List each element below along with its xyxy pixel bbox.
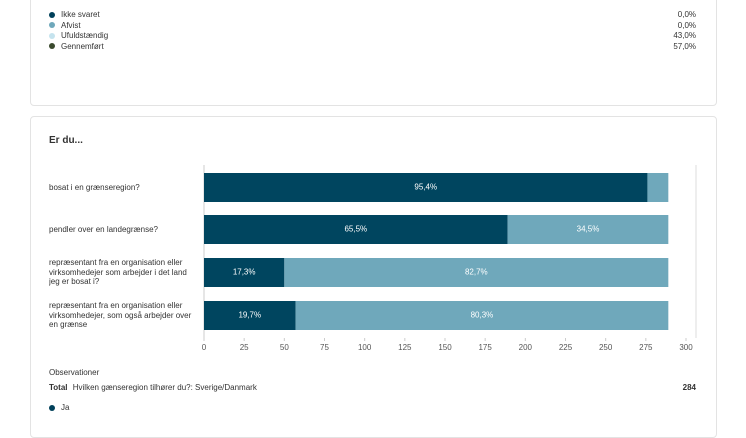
legend-dot (49, 404, 55, 411)
category: pendler over en landegrænse? (49, 203, 201, 256)
x-tick-label: 50 (280, 343, 289, 352)
category: repræsentant fra en organisation eller v… (49, 289, 201, 342)
status-label: Afvist (61, 20, 81, 30)
bar-segment (295, 301, 669, 330)
status-dot (49, 43, 55, 50)
x-tick-label: 275 (639, 343, 653, 352)
x-tick-label: 175 (478, 343, 492, 352)
category-label: repræsentant fra en organisation eller v… (49, 301, 192, 330)
category-wrap: repræsentant fra en organisation eller v… (49, 289, 201, 342)
x-tick-label: 150 (438, 343, 452, 352)
bar-segment (284, 258, 669, 287)
value-label: 17,3% (233, 268, 256, 277)
obs-heading: Observationer (49, 368, 100, 377)
category: bosat i en grænseregion? (49, 161, 201, 214)
status-row: Afvist 0,0% (49, 21, 696, 32)
value-label: 82,7% (465, 268, 488, 277)
x-tick-label: 250 (599, 343, 613, 352)
status-label: Gennemført (61, 41, 104, 51)
chart: 0 25 50 75 100 125 150 175 200 225 250 275 300 bosat … (49, 161, 697, 352)
bar-segment (507, 215, 669, 244)
legend-label: Ja (61, 403, 70, 412)
x-tick-label: 125 (398, 343, 412, 352)
value-label: 95,4% (414, 183, 437, 192)
question: Hvilken gænseregion tilhører du?: Sverig… (72, 383, 257, 392)
total-label: Total (49, 383, 68, 392)
chart-title: Er du... (49, 135, 83, 146)
category-wrap: pendler over en landegrænse? (49, 203, 201, 256)
bar-segment (204, 258, 285, 287)
status-row: Ufuldstændig 43,0% (49, 31, 696, 42)
bar-segment (647, 173, 669, 202)
status-value: 57,0% (673, 41, 696, 51)
status-dot (49, 22, 55, 29)
x-tick-label: 200 (519, 343, 533, 352)
legend-row: Ja (49, 403, 696, 414)
value-label: 34,5% (577, 225, 600, 234)
status-card (30, 0, 717, 106)
value-label: 65,5% (344, 225, 367, 234)
category-label: pendler over en landegrænse? (49, 224, 158, 234)
total-row: Total Hvilken gænseregion tilhører du?: … (49, 383, 696, 394)
value-label: 80,3% (471, 311, 494, 320)
page: Ikke svaret 0,0% Afvist 0,0% Ufuldstændig 43,… (30, 0, 717, 438)
status-label: Ikke svaret (61, 10, 100, 19)
bar-segment (204, 215, 508, 244)
x-tick-label: 225 (559, 343, 573, 352)
status-value: 0,0% (677, 10, 696, 19)
category-wrap: bosat i en grænseregion? (49, 161, 201, 214)
status-dot (49, 11, 55, 18)
value-label: 19,7% (238, 311, 261, 320)
status-value: 0,0% (677, 20, 696, 30)
category-label: bosat i en grænseregion? (49, 182, 140, 192)
x-tick-label: 300 (679, 343, 693, 352)
x-tick-label: 0 (202, 343, 207, 352)
status-row: Ikke svaret 0,0% (49, 10, 696, 21)
bar-segment (204, 173, 648, 202)
category-wrap: repræsentant fra en organisation eller v… (49, 246, 201, 299)
x-tick-label: 25 (240, 343, 249, 352)
bar-segment (204, 301, 296, 330)
status-label: Ufuldstændig (61, 31, 109, 40)
status-dot (49, 32, 55, 39)
count: 284 (682, 383, 696, 392)
x-tick-label: 75 (320, 343, 329, 352)
category: repræsentant fra en organisation eller v… (49, 246, 201, 299)
status-row: Gennemført 57,0% (49, 42, 696, 53)
status-value: 43,0% (673, 31, 696, 40)
x-tick-label: 100 (358, 343, 372, 352)
category-label: repræsentant fra en organisation eller v… (49, 258, 187, 287)
